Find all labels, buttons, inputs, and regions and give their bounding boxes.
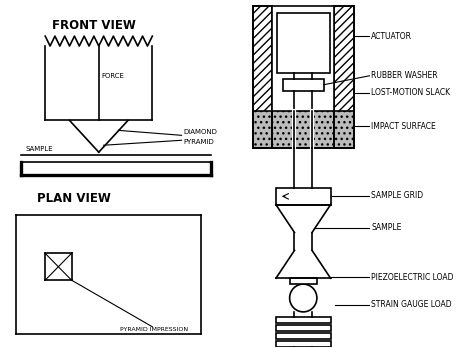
- Text: SAMPLE GRID: SAMPLE GRID: [372, 191, 424, 200]
- Bar: [272, 111, 335, 148]
- Text: SAMPLE: SAMPLE: [372, 223, 402, 232]
- Text: FRONT VIEW: FRONT VIEW: [52, 19, 136, 32]
- Bar: [335, 111, 354, 148]
- Text: IMPACT SURFACE: IMPACT SURFACE: [372, 122, 436, 131]
- Bar: [290, 278, 317, 284]
- Bar: [272, 6, 335, 148]
- Text: PIEZOELECTRIC LOAD: PIEZOELECTRIC LOAD: [372, 273, 454, 282]
- Text: RUBBER WASHER: RUBBER WASHER: [372, 71, 438, 80]
- Bar: [253, 111, 272, 148]
- Bar: [276, 188, 330, 205]
- Bar: [276, 333, 330, 339]
- Text: PLAN VIEW: PLAN VIEW: [37, 192, 111, 205]
- Bar: [276, 317, 330, 323]
- Text: PYRAMID IMPRESSION: PYRAMID IMPRESSION: [120, 327, 188, 332]
- Bar: [276, 341, 330, 347]
- Text: FORCE: FORCE: [102, 73, 125, 79]
- Text: PYRAMID: PYRAMID: [183, 139, 214, 145]
- Bar: [335, 6, 354, 148]
- Bar: [277, 13, 329, 73]
- Bar: [253, 6, 272, 148]
- Bar: [283, 79, 324, 91]
- Text: STRAIN GAUGE LOAD: STRAIN GAUGE LOAD: [372, 300, 452, 309]
- Text: ACTUATOR: ACTUATOR: [372, 32, 412, 41]
- Text: DIAMOND: DIAMOND: [183, 129, 218, 135]
- Bar: [276, 325, 330, 331]
- Text: LOST-MOTION SLACK: LOST-MOTION SLACK: [372, 88, 451, 97]
- Text: SAMPLE: SAMPLE: [26, 146, 54, 152]
